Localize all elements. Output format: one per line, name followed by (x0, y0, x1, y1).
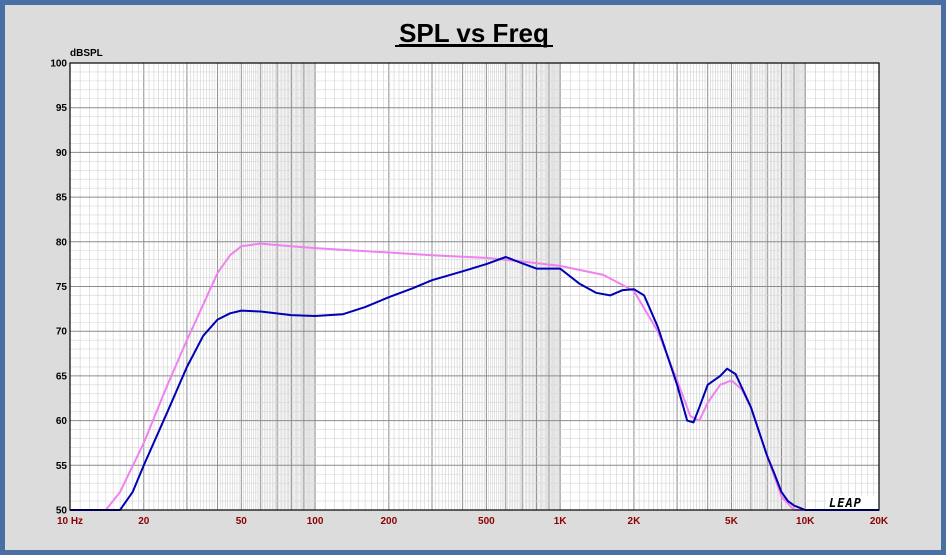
y-tick-label: 80 (56, 237, 68, 248)
x-tick-label: 20K (870, 516, 889, 527)
leap-logo: LEAP (829, 496, 862, 510)
y-tick-label: 85 (56, 193, 68, 204)
y-tick-label: 60 (56, 416, 68, 427)
logo-background (826, 496, 878, 509)
x-tick-label: 10K (796, 516, 815, 527)
series-group (70, 242, 879, 511)
series-line-2 (70, 256, 879, 511)
x-tick-label: 200 (381, 516, 398, 527)
x-tick-label: 5K (725, 516, 739, 527)
chart-title: SPL vs Freq (399, 18, 549, 48)
y-tick-label: 100 (50, 59, 67, 70)
x-tick-label: 1K (554, 516, 568, 527)
x-tick-label: 100 (307, 516, 324, 527)
y-ticks: 100 95 90 85 80 75 70 65 60 55 50 (50, 59, 67, 517)
plot-border (69, 62, 880, 511)
x-tick-label: 2K (628, 516, 642, 527)
y-tick-label: 75 (56, 282, 68, 293)
y-tick-label: 50 (56, 506, 68, 517)
grid (69, 62, 880, 511)
y-tick-label: 70 (56, 327, 68, 338)
x-tick-label: 50 (236, 516, 248, 527)
y-tick-label: 65 (56, 371, 68, 382)
x-tick-label: 10 Hz (57, 516, 83, 527)
y-axis-label: dBSPL (70, 48, 103, 59)
y-tick-label: 55 (56, 461, 68, 472)
x-tick-label: 500 (478, 516, 495, 527)
y-tick-label: 95 (56, 103, 68, 114)
x-tick-label: 20 (138, 516, 150, 527)
y-tick-label: 90 (56, 148, 68, 159)
x-ticks: 10 Hz 20 50 100 200 500 1K 2K 5K 10K 20K (57, 516, 889, 527)
